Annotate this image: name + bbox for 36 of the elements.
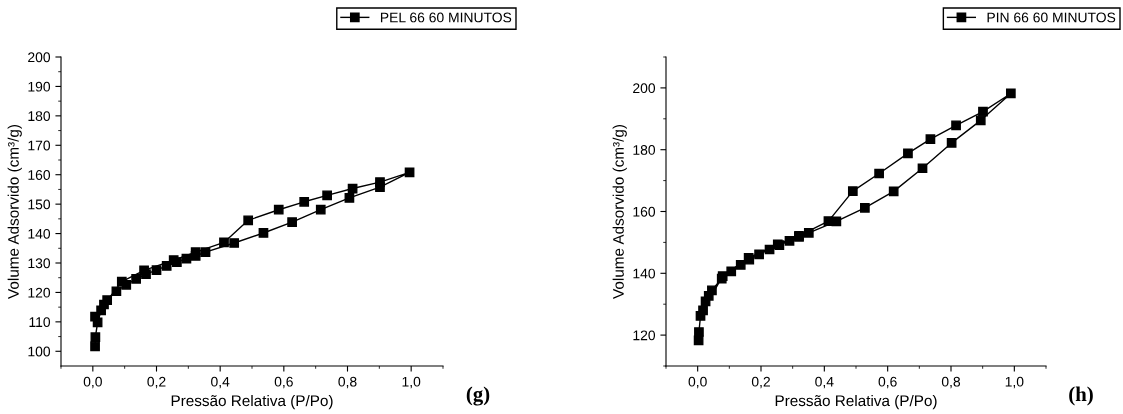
y-tick-label: 150 — [28, 199, 51, 210]
y-tick-label: 190 — [28, 81, 51, 92]
y-tick-label: 120 — [28, 287, 51, 298]
legend-label: PIN 66 60 MINUTOS — [987, 12, 1116, 23]
y-tick-label: 170 — [28, 140, 51, 151]
x-tick-label: 0,4 — [211, 376, 230, 389]
y-tick-label: 110 — [29, 317, 51, 328]
y-tick-label: 200 — [28, 52, 51, 63]
x-tick-label: 0,2 — [147, 376, 166, 389]
x-tick-label: 0,8 — [338, 376, 357, 389]
y-tick-label: 100 — [28, 346, 51, 357]
y-tick-label: 140 — [633, 268, 656, 279]
y-tick-label: 120 — [633, 330, 656, 341]
x-tick-label: 0,4 — [815, 376, 834, 389]
x-tick-label: 0,0 — [688, 376, 707, 389]
legend-label: PEL 66 60 MINUTOS — [380, 12, 512, 23]
x-axis-title: Pressão Relativa (P/Po) — [775, 394, 937, 410]
x-tick-label: 1,0 — [402, 376, 421, 389]
y-tick-label: 180 — [633, 145, 656, 155]
y-tick-label: 160 — [633, 206, 656, 217]
x-tick-label: 0,0 — [83, 376, 102, 389]
x-tick-label: 0,8 — [941, 376, 961, 389]
x-tick-label: 0,6 — [274, 376, 293, 389]
y-tick-label: 140 — [28, 228, 51, 239]
y-tick-label: 200 — [633, 83, 656, 94]
x-axis-title: Pressão Relativa (P/Po) — [171, 394, 333, 410]
y-axis-title: Volume Adsorvido (cm³/g) — [612, 124, 627, 299]
y-axis-title: Volume Adsorvido (cm³/g) — [7, 124, 22, 299]
y-tick-label: 180 — [28, 111, 51, 122]
x-tick-label: 0,2 — [751, 376, 770, 389]
text: (h) — [1069, 386, 1093, 406]
x-tick-label: 1,0 — [1005, 376, 1024, 389]
y-tick-label: 160 — [28, 170, 51, 180]
x-tick-label: 0,6 — [878, 376, 897, 389]
text: (g) — [466, 386, 490, 406]
y-tick-label: 130 — [28, 258, 51, 269]
